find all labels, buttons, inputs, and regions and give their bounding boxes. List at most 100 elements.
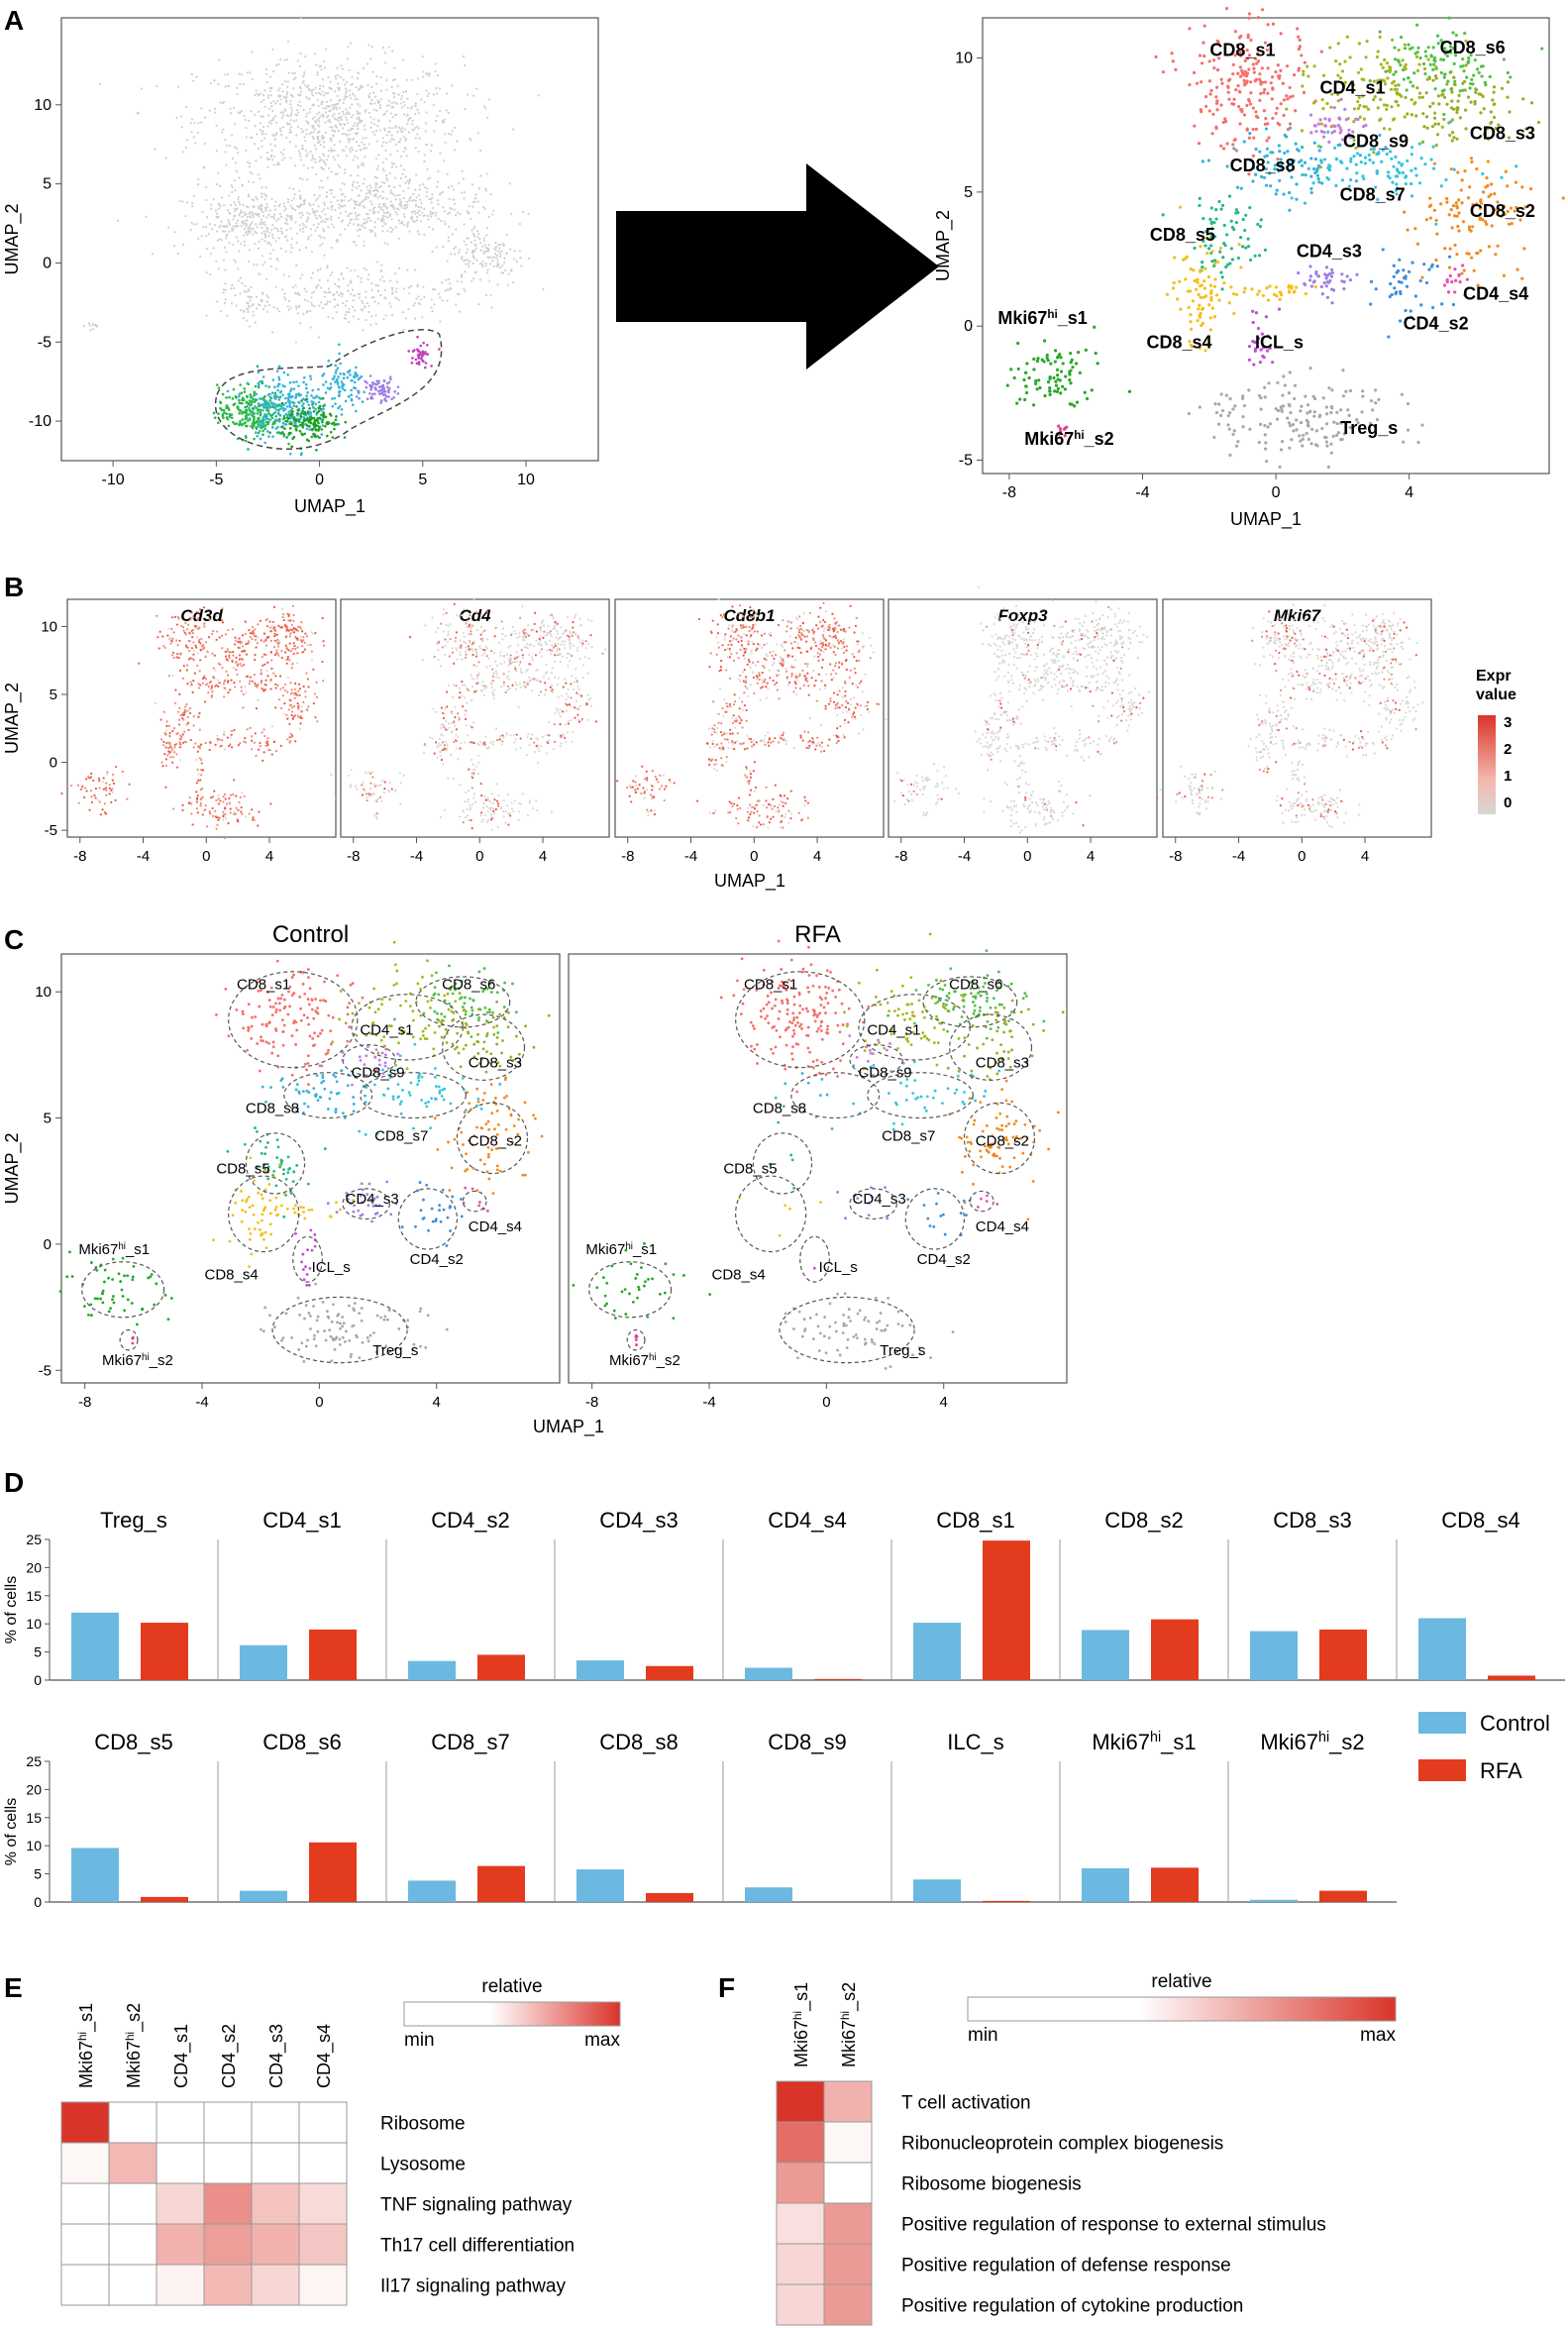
selected-cell-point [247,448,250,451]
grey-cell-point [361,299,364,302]
grey-cell-point [336,284,339,287]
selected-cell-point [292,435,296,439]
grey-cell-point [286,305,289,308]
cell-point-CD8_s2 [1449,167,1453,171]
grey-cell-point [312,137,315,141]
selected-cell-point [292,387,296,390]
grey-cell-point [475,259,478,262]
cell-point-CD8_s6 [1443,72,1447,76]
grey-cell-point [497,250,500,253]
grey-cell-point [310,276,313,279]
grey-cell-point [192,223,195,226]
cell-point-CD4_s1 [1403,115,1407,119]
grey-cell-point [299,104,302,108]
cell-point-CD8_s1 [1266,23,1270,27]
grey-cell-point [216,216,219,219]
cell-point-CD4_s1 [1393,87,1397,91]
cell-point-CD4_s1 [1328,46,1332,50]
cell-point-CD8_s7 [1311,181,1315,185]
cell-point-CD8_s4 [1178,279,1182,283]
selected-cell-point [355,395,359,398]
cell-point-Treg_s [1228,396,1232,401]
grey-cell-point [343,98,346,101]
cell-point-CD8_s6 [1471,82,1475,86]
expr-cell-point [224,633,228,636]
selected-cell-point [286,392,290,396]
grey-cell-point [364,226,366,229]
cell-point-Treg_s [1263,433,1267,437]
cell-point-Mki67hi_s1 [1063,387,1067,391]
expr-cell-point [257,623,260,626]
grey-cell-point [376,211,380,214]
selected-cell-point [305,386,308,390]
cell-point-CD8_s9 [1332,129,1336,134]
cell-point-Mki67hi_s1 [1069,381,1073,385]
grey-cell-point [472,257,476,260]
grey-cell-point [240,109,243,113]
grey-cell-point [501,271,505,274]
grey-cell-point [439,87,442,90]
expr-cell-point [173,615,177,618]
grey-cell-point [444,223,447,226]
grey-cell-point [330,147,333,150]
selected-cell-point [298,401,301,404]
selected-cell-point [227,408,231,411]
selected-cell-point [377,381,380,385]
cell-point-CD8_s5 [1219,270,1223,274]
selected-cell-point [308,428,311,431]
grey-cell-point [350,97,353,100]
grey-cell-point [236,219,240,222]
cell-point-CD8_s2 [1502,273,1506,277]
selected-cell-point [292,380,295,384]
grey-cell-point [343,182,347,186]
grey-cell-point [325,159,328,161]
grey-cell-point [291,71,294,75]
grey-cell-point [404,90,408,93]
grey-cell-point [281,111,285,114]
selected-cell-point [346,375,350,379]
selected-cell-point [301,425,305,429]
selected-cell-point [306,411,310,414]
expr-cell-point [240,686,243,688]
grey-cell-point [190,118,194,121]
selected-cell-point [225,412,228,415]
grey-cell-point [334,124,337,127]
expr-cell-point [275,641,279,644]
grey-cell-point [402,223,405,227]
expr-cell-point [184,633,188,636]
grey-cell-point [284,298,287,301]
cell-point-CD8_s2 [1486,159,1490,163]
grey-cell-point [218,226,221,229]
grey-cell-point [458,181,461,184]
grey-cell-point [261,145,263,149]
cell-point-CD8_s6 [1409,80,1412,84]
grey-cell-point [192,136,195,139]
cell-point-ICL_s [1254,311,1258,315]
cell-point-CD8_s1 [1200,80,1203,84]
selected-cell-point [232,387,236,391]
grey-cell-point [309,310,312,313]
cell-point-CD8_s1 [1231,62,1235,66]
grey-cell-point [256,264,259,266]
selected-cell-point [302,406,305,410]
grey-cell-point [232,243,235,247]
grey-cell-point [417,127,420,130]
grey-cell-point [224,282,227,285]
grey-cell-point [492,209,495,212]
cell-point-CD8_s5 [1234,221,1238,225]
grey-cell-point [335,102,338,106]
selected-cell-point [385,381,389,385]
grey-cell-point [316,226,319,229]
cell-point-CD8_s1 [1212,66,1216,70]
cell-point-Treg_s [1257,393,1262,398]
selected-cell-point [369,395,373,398]
selected-cell-point [291,394,294,398]
grey-cell-point [314,214,317,217]
selected-cell-point [373,382,377,385]
grey-cell-point [220,196,224,199]
grey-cell-point [237,196,241,199]
grey-cell-point [237,279,240,282]
grey-cell-point [181,243,185,247]
label-part: Mki67 [1024,429,1074,449]
y-tick-label: 0 [964,318,973,335]
